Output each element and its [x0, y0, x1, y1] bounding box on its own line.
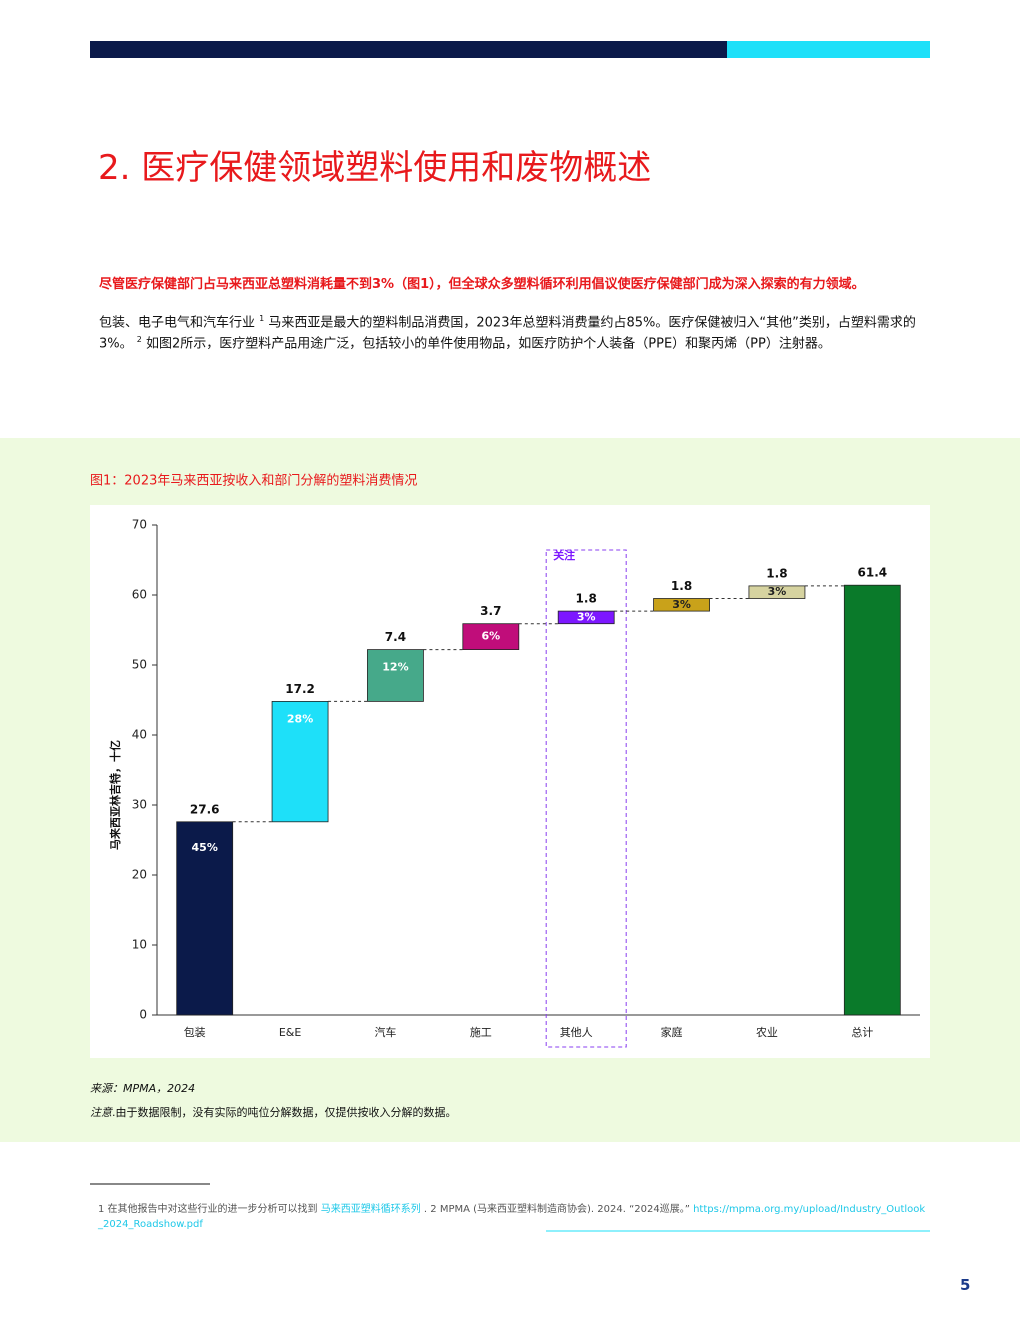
note: 注意.由于数据限制，没有实际的吨位分解数据，仅提供按收入分解的数据。: [90, 1104, 457, 1120]
body-part: 如图2所示，医疗塑料产品用途广泛，包括较小的单件使用物品，如医疗防护个人装备（P…: [146, 336, 831, 352]
y-tick-label: 30: [132, 798, 147, 812]
footnote-ref: 2: [136, 335, 142, 345]
value-label: 61.4: [858, 566, 888, 580]
annotation: 关注: [553, 548, 575, 562]
footnote-text: 1 在其他报告中对这些行业的进一步分析可以找到: [98, 1204, 318, 1215]
x-tick-label: E&E: [279, 1026, 302, 1039]
value-label: 27.6: [190, 802, 220, 816]
segment-label: 3%: [577, 610, 596, 623]
bar: [557, 610, 615, 625]
footnote-ref: 1: [259, 314, 265, 323]
footnote-link[interactable]: 马来西亚塑料循环系列: [320, 1204, 421, 1215]
body-text: 包装、电子电气和汽车行业 1 马来西亚是最大的塑料制品消费国，2023年总塑料消…: [99, 310, 931, 353]
segment-label: 28%: [287, 712, 313, 725]
segment-label: 12%: [382, 661, 408, 674]
footnote-link[interactable]: https://mpma.org.my/upload/Industry_Outl…: [98, 1204, 926, 1230]
y-axis-label: 马来西亚林吉特，十亿: [108, 740, 122, 850]
y-tick-label: 70: [132, 518, 147, 532]
y-tick-label: 60: [132, 588, 147, 602]
top-bar: [90, 41, 727, 58]
bar: [271, 701, 329, 823]
footnote-text: . 2 MPMA (马来西亚塑料制造商协会). 2024. “2024巡展。”: [423, 1204, 690, 1215]
note-label: 注意: [90, 1106, 112, 1119]
body-part: 包装、电子电气和汽车行业: [99, 315, 256, 331]
bar: [176, 821, 234, 1016]
value-label: 1.8: [671, 579, 692, 593]
y-tick-label: 50: [132, 658, 147, 672]
y-tick-label: 20: [132, 868, 147, 882]
x-tick-label: 汽车: [374, 1025, 396, 1039]
bar: [367, 649, 424, 702]
chart: 0 10 20 30 40 50 60 70 关注 27.6 45% 包装 17.2 28% E&E 7.4 1…: [132, 518, 920, 1048]
value-label: 7.4: [385, 630, 406, 644]
body-part: 马来西亚是最大的塑料制品消费国，2023年总塑料消费量约占85%。医疗保健被归入…: [99, 315, 916, 352]
value-label: 1.8: [766, 566, 787, 580]
highlight-text: 尽管医疗保健部门占马来西亚总塑料消耗量不到3%（图1），但全球众多塑料循环利用倡…: [99, 277, 865, 292]
bar: [748, 585, 806, 599]
bar: [653, 598, 710, 612]
x-tick-label: 其他人: [560, 1026, 593, 1039]
segment-label: 3%: [768, 585, 787, 598]
y-tick-label: 40: [132, 728, 147, 742]
y-tick-label: 0: [139, 1008, 147, 1022]
note-text: .由于数据限制，没有实际的吨位分解数据，仅提供按收入分解的数据。: [112, 1106, 457, 1119]
page-number: 5: [960, 1276, 971, 1294]
value-label: 3.7: [480, 604, 501, 618]
top-bar-accent: [727, 41, 930, 58]
value-label: 17.2: [285, 682, 315, 696]
chart-title: 图1：2023年马来西亚按收入和部门分解的塑料消费情况: [90, 473, 417, 489]
y-tick-label: 10: [132, 938, 147, 952]
bar: [843, 584, 901, 1016]
x-tick-label: 农业: [756, 1025, 778, 1039]
x-tick-label: 家庭: [661, 1025, 683, 1039]
x-tick-label: 包装: [184, 1026, 206, 1039]
segment-label: 6%: [481, 630, 500, 643]
focus-box: [545, 549, 627, 1048]
segment-label: 45%: [192, 841, 218, 854]
value-label: 1.8: [576, 592, 597, 606]
x-tick-label: 施工: [470, 1026, 492, 1039]
page-title: 2. 医疗保健领域塑料使用和废物概述: [98, 148, 652, 188]
bar: [462, 623, 520, 651]
footnotes: 1 在其他报告中对这些行业的进一步分析可以找到 马来西亚塑料循环系列 . 2 M…: [98, 1202, 930, 1232]
source: 来源：MPMA，2024: [90, 1082, 196, 1095]
segment-label: 3%: [672, 598, 691, 611]
x-tick-label: 总计: [851, 1025, 873, 1039]
